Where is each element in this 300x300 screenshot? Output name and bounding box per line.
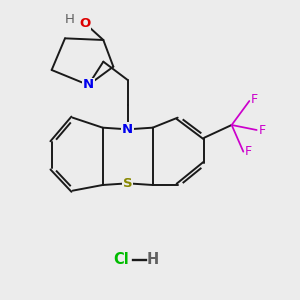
Text: S: S [123, 177, 133, 190]
Text: F: F [251, 93, 258, 106]
Text: F: F [259, 124, 266, 136]
Text: H: H [64, 13, 74, 26]
Text: N: N [83, 79, 94, 92]
Text: Cl: Cl [113, 253, 129, 268]
Text: O: O [80, 17, 91, 30]
Text: H: H [146, 253, 158, 268]
Text: N: N [122, 123, 133, 136]
Text: F: F [245, 145, 252, 158]
